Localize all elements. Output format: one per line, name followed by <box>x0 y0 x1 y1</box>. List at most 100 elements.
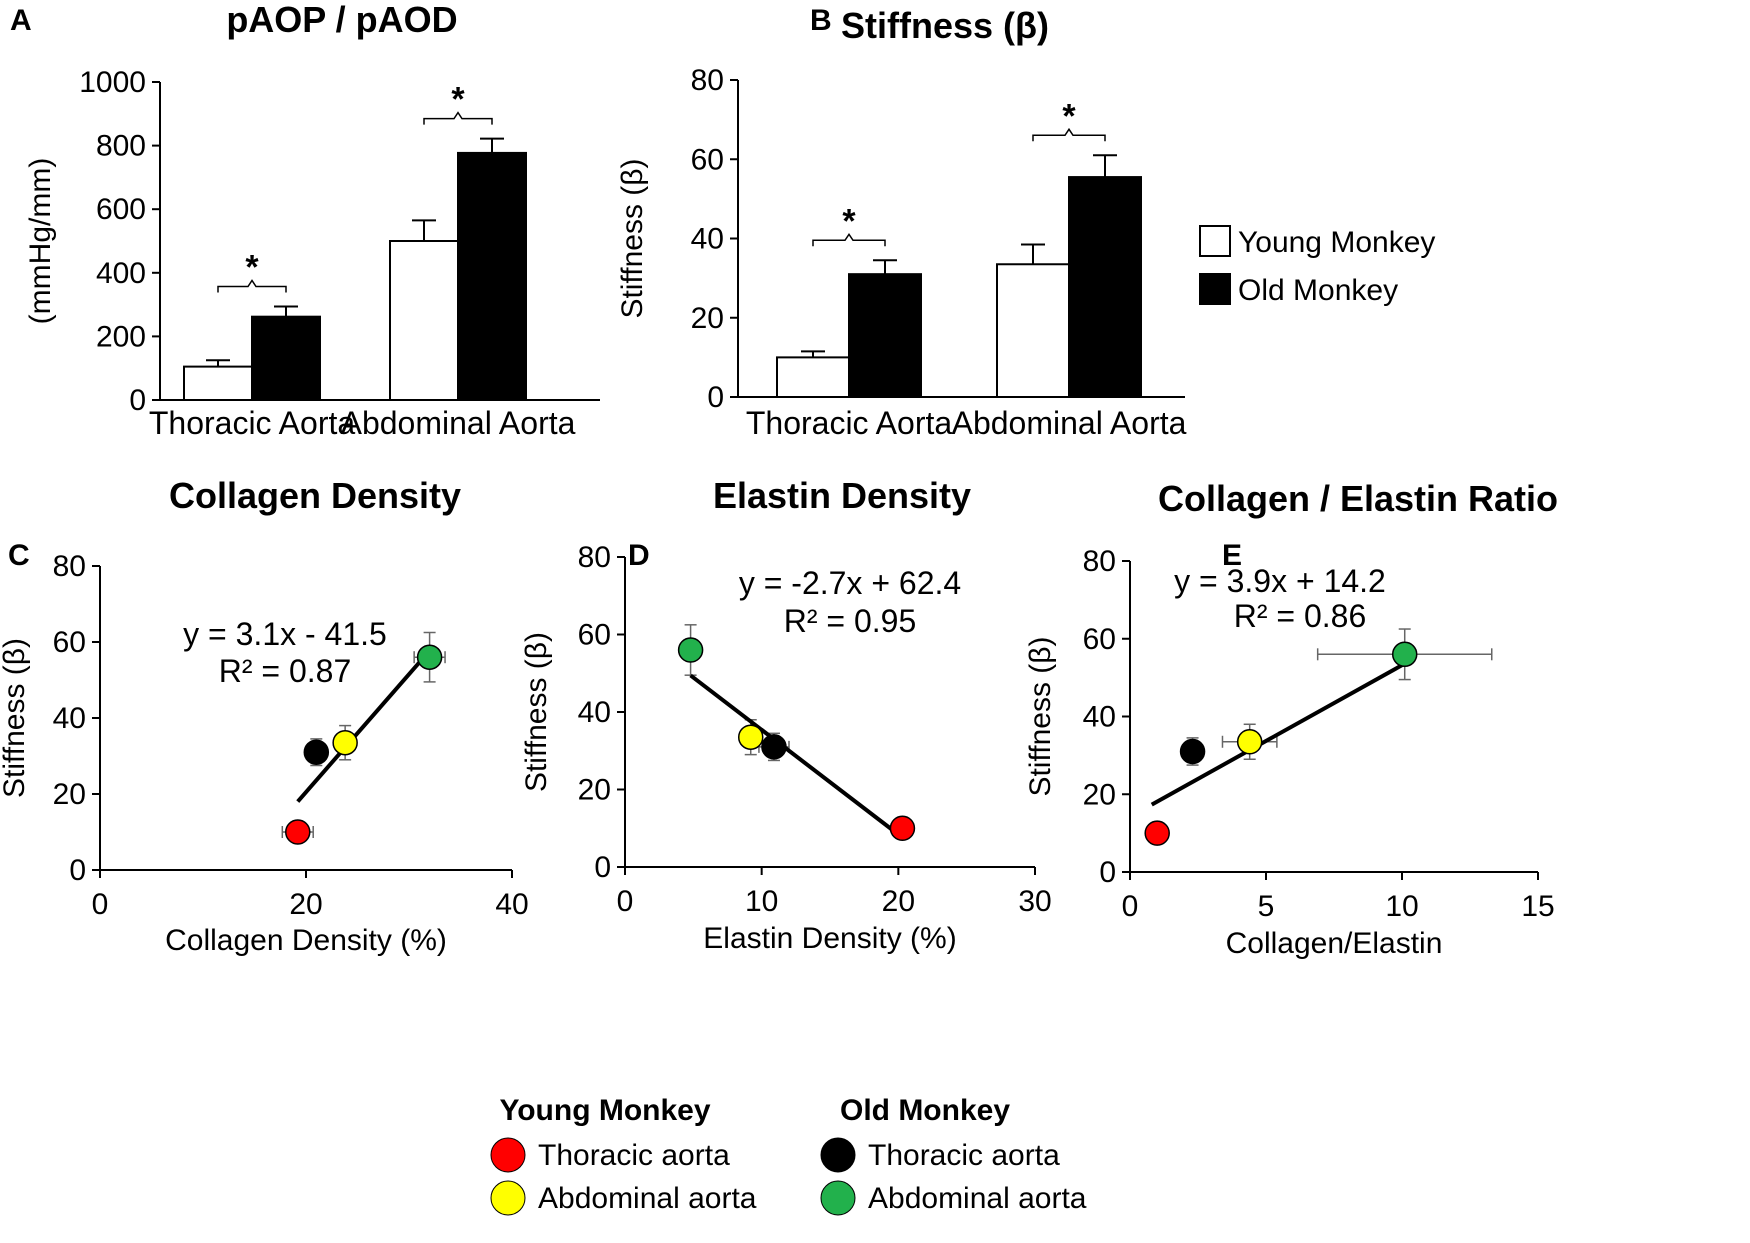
bar-young <box>183 365 253 401</box>
r-squared-label: R² = 0.86 <box>1234 598 1367 634</box>
y-tick-label: 40 <box>578 696 611 729</box>
category-label: Abdominal Aorta <box>952 405 1187 441</box>
category-label: Abdominal Aorta <box>341 405 576 441</box>
y-tick-label: 600 <box>96 193 146 226</box>
x-tick-label: 10 <box>745 885 778 918</box>
data-point-old-monkey-thoracic-aorta <box>303 739 330 765</box>
data-point-young-monkey-abdominal-aorta <box>1236 729 1263 755</box>
trendline-equation: y = 3.9x + 14.2 <box>1174 563 1386 599</box>
significance-star: * <box>451 81 465 119</box>
significance-bracket <box>423 111 493 125</box>
bar-old <box>848 273 922 399</box>
panel-letter-d: D <box>628 539 650 572</box>
data-point-old-monkey-abdominal-aorta <box>677 637 704 663</box>
bar-old <box>1068 176 1142 398</box>
y-tick-label: 800 <box>96 130 146 163</box>
legend-marker-young-monkey-abdominal-aorta <box>490 1180 526 1216</box>
significance-bracket <box>812 232 886 247</box>
legend-item-label: Abdominal aorta <box>538 1182 757 1215</box>
trendline <box>689 673 904 840</box>
trendline <box>296 649 432 803</box>
legend-marker-young-monkey-thoracic-aorta <box>490 1137 526 1173</box>
y-tick-label: 60 <box>53 626 86 659</box>
y-tick-label: 20 <box>1083 778 1116 811</box>
trendline-equation: y = -2.7x + 62.4 <box>739 565 961 601</box>
x-tick-label: 30 <box>1018 885 1051 918</box>
y-tick-label: 20 <box>578 774 611 807</box>
legend-marker-old-monkey-abdominal-aorta <box>820 1180 856 1216</box>
significance-star: * <box>842 202 856 240</box>
bar-old <box>251 315 321 401</box>
y-tick-label: 40 <box>1083 701 1116 734</box>
significance-bracket <box>217 279 287 293</box>
panel-a-bar-chart: A pAOP / pAOD (mmHg/mm) 0 200 400 600 800 1000 T… <box>10 0 600 441</box>
chart-title: pAOP / pAOD <box>226 0 457 40</box>
y-tick-label: 60 <box>1083 623 1116 656</box>
y-tick-label: 0 <box>1099 856 1116 889</box>
y-axis-label: Stiffness (β) <box>520 632 553 792</box>
significance-star: * <box>1062 97 1076 135</box>
legend-swatch-old <box>1199 273 1231 305</box>
y-tick-label: 0 <box>129 384 146 417</box>
category-label: Thoracic Aorta <box>746 405 953 441</box>
chart-title: Collagen / Elastin Ratio <box>1158 478 1558 519</box>
y-tick-label: 60 <box>578 619 611 652</box>
data-point-old-monkey-thoracic-aorta <box>761 734 787 760</box>
x-axis-label: Elastin Density (%) <box>703 922 956 955</box>
y-tick-label: 80 <box>578 541 611 574</box>
y-tick-label: 40 <box>691 223 724 256</box>
y-tick-label: 1000 <box>79 66 146 99</box>
chart-title: Stiffness (β) <box>841 5 1049 46</box>
panel-e-scatter-chart: E Collagen / Elastin Ratio Stiffness (β) C… <box>1024 478 1558 960</box>
data-point-young-monkey-abdominal-aorta <box>737 724 764 750</box>
data-point-young-monkey-abdominal-aorta <box>332 729 358 756</box>
y-tick-label: 60 <box>691 143 724 176</box>
trendline <box>1150 661 1406 807</box>
bar-young <box>776 356 850 398</box>
data-point-young-monkey-thoracic-aorta <box>285 819 311 845</box>
legend-marker-old-monkey-thoracic-aorta <box>820 1137 856 1173</box>
y-tick-label: 80 <box>53 550 86 583</box>
r-squared-label: R² = 0.95 <box>784 603 917 639</box>
bottom-legend: Young Monkey Thoracic aorta Abdominal aort… <box>490 1094 1087 1216</box>
y-tick-label: 20 <box>53 778 86 811</box>
y-axis-label: (mmHg/mm) <box>24 158 57 325</box>
legend-group-title: Young Monkey <box>499 1094 710 1127</box>
y-tick-label: 0 <box>594 851 611 884</box>
data-point-old-monkey-abdominal-aorta <box>416 644 443 670</box>
legend-swatch-young <box>1199 225 1231 257</box>
legend-item-label: Thoracic aorta <box>538 1139 730 1172</box>
x-axis-label: Collagen Density (%) <box>165 924 447 957</box>
x-tick-label: 15 <box>1521 890 1554 923</box>
x-tick-label: 40 <box>495 888 528 921</box>
chart-title: Elastin Density <box>713 475 971 516</box>
y-tick-label: 80 <box>691 64 724 97</box>
significance-bracket <box>1032 127 1106 142</box>
x-tick-label: 20 <box>289 888 322 921</box>
significance-star: * <box>245 249 259 287</box>
y-tick-label: 20 <box>691 302 724 335</box>
r-squared-label: R² = 0.87 <box>219 653 352 689</box>
y-tick-label: 40 <box>53 702 86 735</box>
bar-old <box>457 151 527 401</box>
y-tick-label: 200 <box>96 320 146 353</box>
panel-letter-c: C <box>8 539 30 572</box>
data-point-old-monkey-thoracic-aorta <box>1179 738 1206 765</box>
y-tick-label: 400 <box>96 257 146 290</box>
y-axis-label: Stiffness (β) <box>0 638 31 798</box>
panel-letter-a: A <box>10 4 32 37</box>
y-tick-label: 80 <box>1083 545 1116 578</box>
x-tick-label: 0 <box>617 885 634 918</box>
data-point-young-monkey-thoracic-aorta <box>889 815 916 841</box>
legend-item-label: Abdominal aorta <box>868 1182 1087 1215</box>
x-tick-label: 5 <box>1258 890 1275 923</box>
panel-c-scatter-chart: C Collagen Density Stiffness (β) Collagen … <box>0 475 529 957</box>
x-tick-label: 20 <box>882 885 915 918</box>
panel-d-scatter-chart: D Elastin Density Stiffness (β) Elastin De… <box>520 475 1052 955</box>
bar-young <box>389 240 459 401</box>
panel-b-bar-chart: B Stiffness (β) Stiffness (β) 0 20 40 60 80 Tho… <box>616 4 1435 441</box>
y-tick-label: 0 <box>69 854 86 887</box>
chart-title: Collagen Density <box>169 475 461 516</box>
y-axis-label: Stiffness (β) <box>616 158 649 318</box>
